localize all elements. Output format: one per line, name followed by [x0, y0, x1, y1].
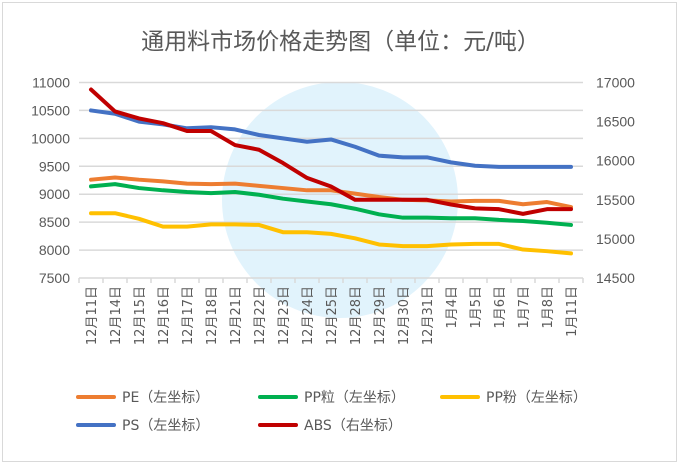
right-axis-tick-label: 16500	[596, 114, 635, 130]
x-axis-tick-label: 1月7日	[517, 286, 532, 329]
right-axis-tick-label: 15000	[596, 231, 635, 247]
series-line-4	[89, 87, 573, 216]
right-axis-tick-label: 15500	[596, 192, 635, 208]
left-axis-tick-label: 7500	[39, 270, 70, 286]
x-axis-tick-label: 12月14日	[109, 286, 124, 345]
chart-title: 通用料市场价格走势图（单位：元/吨）	[141, 29, 540, 55]
x-axis-tick-label: 1月11日	[565, 286, 580, 337]
x-axis-tick-label: 12月29日	[373, 286, 388, 345]
watermark-logo	[222, 82, 458, 318]
legend-label: ABS（右坐标）	[304, 418, 402, 434]
x-axis-tick-label: 12月25日	[325, 286, 340, 345]
right-axis-tick-label: 17000	[596, 75, 635, 91]
x-axis-tick-label: 12月11日	[85, 286, 100, 345]
chart-border	[2, 2, 677, 462]
legend-label: PE（左坐标）	[122, 390, 209, 406]
x-axis-tick-label: 1月4日	[445, 286, 460, 329]
left-axis-tick-label: 10500	[31, 102, 70, 118]
series-line-1	[89, 182, 573, 227]
x-axis-tick-label: 12月22日	[253, 286, 268, 345]
x-axis-tick-label: 12月21日	[229, 286, 244, 345]
legend-label: PP粉（左坐标）	[486, 390, 587, 406]
left-axis-tick-label: 9000	[39, 186, 70, 202]
x-axis-tick-label: 1月6日	[493, 286, 508, 329]
series-line-2	[89, 211, 573, 256]
left-axis-tick-label: 9500	[39, 158, 70, 174]
left-axis-tick-label: 8000	[39, 242, 70, 258]
x-axis-tick-label: 12月17日	[181, 286, 196, 345]
x-axis-tick-label: 12月24日	[301, 286, 316, 345]
legend-label: PS（左坐标）	[122, 418, 209, 434]
x-axis-tick-label: 12月18日	[205, 286, 220, 345]
x-axis-tick-label: 12月31日	[421, 286, 436, 345]
left-axis-tick-label: 11000	[32, 75, 70, 91]
x-axis-tick-label: 12月15日	[133, 286, 148, 345]
x-axis-tick-label: 12月16日	[157, 286, 172, 345]
series-line-0	[89, 175, 573, 210]
left-axis-tick-label: 10000	[31, 130, 70, 146]
left-axis-tick-label: 8500	[39, 214, 70, 230]
legend-label: PP粒（左坐标）	[304, 390, 405, 406]
x-axis-tick-label: 12月28日	[349, 286, 364, 345]
right-axis-tick-label: 16000	[596, 153, 635, 169]
x-axis-tick-label: 12月30日	[397, 286, 412, 345]
x-axis-tick-label: 1月5日	[469, 286, 484, 329]
right-axis-tick-label: 14500	[596, 270, 635, 286]
x-axis-tick-label: 12月23日	[277, 286, 292, 345]
x-axis-tick-label: 1月8日	[541, 286, 556, 329]
